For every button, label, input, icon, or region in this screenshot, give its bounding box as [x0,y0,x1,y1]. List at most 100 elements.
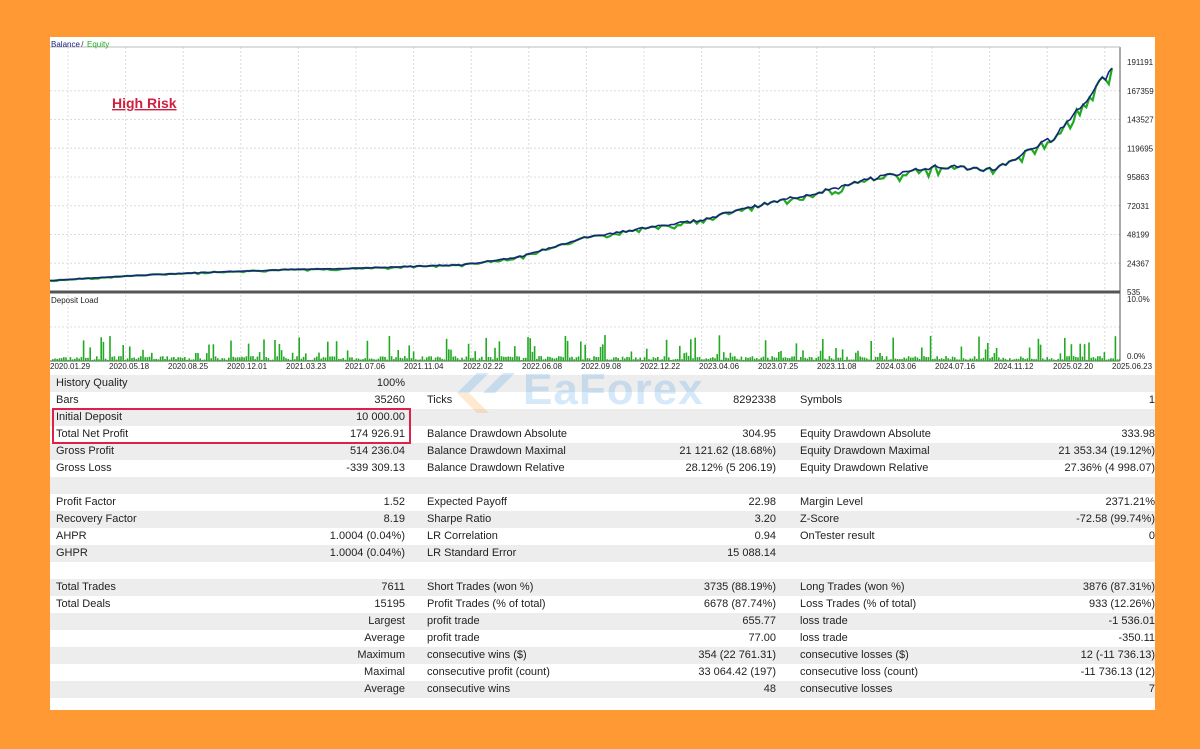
stat-label: consecutive wins [427,683,511,695]
load-bar [811,357,813,361]
load-bar [164,359,166,361]
load-bar [617,358,619,361]
load-bar [107,359,109,361]
load-bar [1033,359,1035,361]
load-bar [368,358,371,361]
load-bar [725,357,727,361]
stat-label: Margin Level [800,496,863,508]
load-bar [912,357,914,361]
load-bar [157,359,160,361]
load-bar [87,357,89,361]
load-bar [507,356,509,361]
load-bar [1088,342,1090,361]
y-tick-label: 535 [1127,288,1141,297]
load-bar [641,359,644,361]
load-bar [943,359,945,361]
x-tick-label: 2020.05.18 [109,362,150,371]
load-bar [716,354,718,361]
load-bar [527,337,529,361]
load-bar [331,356,333,361]
stat-label: loss trade [800,632,848,644]
load-bar [146,357,149,361]
load-bar [300,358,303,361]
x-tick-label: 2025.06.23 [1112,362,1153,371]
load-bar [639,357,641,361]
load-bar [694,337,696,361]
y-tick-label: 72031 [1127,202,1150,211]
load-bar [511,357,514,361]
load-bar [155,358,157,361]
load-bar [696,357,699,361]
load-bar [707,358,710,361]
stat-value: -11 736.13 (12) [1080,666,1155,678]
load-bar [544,358,547,361]
load-bar [399,357,402,361]
load-bar [782,357,784,361]
load-bar [168,359,171,361]
load-bar [529,338,531,361]
load-bar [212,344,215,361]
load-bar [434,357,437,361]
stat-label: consecutive wins ($) [427,649,527,661]
load-bar [1081,356,1084,361]
load-bar [234,357,237,361]
load-bar [225,359,228,361]
load-bar [538,356,540,361]
load-bar [980,358,982,361]
load-bar [393,359,395,361]
load-bar [650,359,652,361]
load-bar [987,342,989,361]
load-bar [309,359,311,361]
load-bar [879,352,881,361]
load-bar [456,358,459,361]
stats-row: Total Trades 7611 Short Trades (won %) 3735… [50,579,1155,596]
load-bar [599,347,602,361]
load-bar [793,356,795,361]
load-bar [74,358,76,361]
load-bar [536,358,538,361]
load-bar [780,350,782,361]
stats-row: Total Deals 15195 Profit Trades (% of tota… [50,596,1155,613]
load-bar [749,357,751,361]
x-tick-label: 2022.06.08 [522,362,563,371]
load-bar [555,357,558,361]
x-tick-label: 2023.04.06 [699,362,740,371]
load-bar [503,356,505,361]
load-bar [441,358,443,361]
stat-value: 2371.21% [1105,496,1155,508]
load-bar [949,359,952,361]
load-bar [291,352,294,361]
load-bar [701,359,703,361]
load-bar [261,359,263,361]
stat-value: 12 (-11 736.13) [1080,649,1155,661]
load-bar [637,359,639,361]
load-bar [705,358,707,361]
load-bar [881,356,883,361]
load-bar [390,356,393,361]
load-bar [652,357,655,361]
legend-balance: Balance [51,40,80,49]
load-bar [1108,359,1110,361]
stat-value: 174 926.91 [349,428,405,440]
load-bar [340,358,342,361]
load-bar [786,357,789,361]
load-bar [566,340,569,361]
stat-value: 27.36% (4 998.07) [1064,462,1155,474]
load-bar [993,353,996,361]
stat-value: 100% [376,377,405,389]
stat-value: 354 (22 761.31) [698,649,776,661]
load-bar [137,357,140,361]
load-bar [500,356,503,361]
stat-value: 22.98 [748,496,776,508]
stat-label: Total Deals [56,598,111,610]
load-bar [626,356,628,361]
stat-value: 3876 (87.31%) [1082,581,1155,593]
stat-value: 10 000.00 [356,411,405,423]
load-bar [591,359,593,361]
load-bar [269,359,272,361]
load-bar [822,339,824,361]
load-bar [439,357,441,361]
stat-sublabel: Average [364,632,405,644]
load-bar [540,356,542,361]
load-bar [362,359,364,361]
